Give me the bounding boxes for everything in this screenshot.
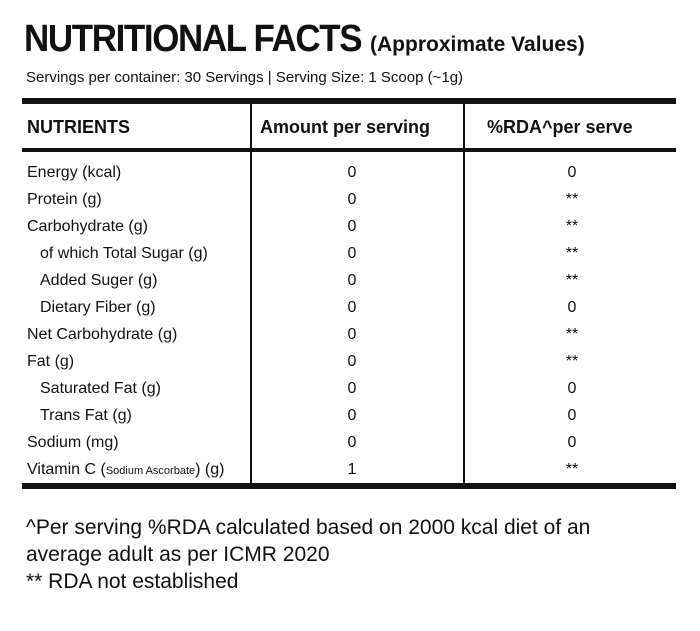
rda-value: 0: [567, 434, 577, 451]
table-row: Added Suger (g) 0 **: [22, 269, 676, 296]
amount-value: 0: [347, 380, 357, 397]
column-divider: [250, 152, 252, 483]
column-header-rda: %RDA^per serve: [487, 117, 633, 137]
amount-value: 0: [347, 353, 357, 370]
footnote-rda-basis-cont: average adult as per ICMR 2020: [26, 543, 330, 566]
table-row: Trans Fat (g) 0 0: [22, 404, 676, 431]
amount-value: 0: [347, 191, 357, 208]
nutrition-table: NUTRIENTS Amount per serving %RDA^per se…: [22, 98, 676, 489]
amount-value: 0: [347, 434, 357, 451]
table-row: of which Total Sugar (g) 0 **: [22, 242, 676, 269]
rda-value: **: [565, 245, 579, 262]
rda-value: 0: [567, 164, 577, 181]
table-row: Sodium (mg) 0 0: [22, 431, 676, 458]
nutrient-name: Saturated Fat (g): [40, 380, 161, 397]
table-body: Energy (kcal) 0 0 Protein (g) 0 ** Carbo…: [22, 152, 676, 483]
rda-value: **: [565, 353, 579, 370]
table-row: Carbohydrate (g) 0 **: [22, 215, 676, 242]
table-header-rule: [22, 148, 676, 152]
page-subtitle: (Approximate Values): [370, 33, 585, 56]
nutrient-name: of which Total Sugar (g): [40, 245, 208, 262]
amount-value: 0: [347, 164, 357, 181]
rda-value: 0: [567, 407, 577, 424]
footnote-not-established: ** RDA not established: [26, 570, 239, 593]
nutrient-name: Vitamin C (Sodium Ascorbate) (g): [27, 461, 224, 479]
column-header-amount: Amount per serving: [260, 117, 431, 137]
nutrient-name-part: Vitamin C (: [27, 461, 106, 478]
nutrient-name: Energy (kcal): [27, 164, 122, 181]
column-divider: [463, 104, 465, 148]
table-top-rule: [22, 98, 676, 104]
nutrient-name: Net Carbohydrate (g): [27, 326, 178, 343]
table-row: Dietary Fiber (g) 0 0: [22, 296, 676, 323]
table-row: Vitamin C (Sodium Ascorbate) (g) 1 **: [22, 458, 676, 485]
footnote-rda-basis: ^Per serving %RDA calculated based on 20…: [26, 516, 591, 539]
table-header: NUTRIENTS Amount per serving %RDA^per se…: [22, 104, 676, 148]
nutrient-name: Dietary Fiber (g): [40, 299, 156, 316]
page-title: NUTRITIONAL FACTS: [24, 18, 363, 60]
nutrient-name-note: Sodium Ascorbate: [105, 465, 196, 477]
amount-value: 0: [347, 272, 357, 289]
rda-value: **: [565, 191, 579, 208]
servings-info: Servings per container: 30 Servings | Se…: [26, 69, 464, 86]
nutrient-name: Trans Fat (g): [40, 407, 132, 424]
table-row: Net Carbohydrate (g) 0 **: [22, 323, 676, 350]
table-row: Saturated Fat (g) 0 0: [22, 377, 676, 404]
table-row: Protein (g) 0 **: [22, 188, 676, 215]
column-header-nutrients: NUTRIENTS: [27, 117, 130, 137]
footnotes: ^Per serving %RDA calculated based on 20…: [26, 514, 590, 595]
amount-value: 0: [347, 407, 357, 424]
amount-value: 0: [347, 218, 357, 235]
amount-value: 1: [347, 461, 357, 478]
amount-value: 0: [347, 245, 357, 262]
column-divider: [463, 152, 465, 483]
rda-value: **: [565, 461, 579, 478]
nutrient-name-part: ) (g): [195, 461, 225, 478]
amount-value: 0: [347, 299, 357, 316]
table-bottom-rule: [22, 483, 676, 489]
rda-value: 0: [567, 299, 577, 316]
nutrient-name: Fat (g): [27, 353, 75, 370]
table-row: Energy (kcal) 0 0: [22, 161, 676, 188]
nutrient-name: Carbohydrate (g): [27, 218, 148, 235]
rda-value: **: [565, 326, 579, 343]
amount-value: 0: [347, 326, 357, 343]
nutrient-name: Added Suger (g): [40, 272, 158, 289]
table-row: Fat (g) 0 **: [22, 350, 676, 377]
nutrient-name: Protein (g): [27, 191, 102, 208]
rda-value: 0: [567, 380, 577, 397]
column-divider: [250, 104, 252, 148]
title-row: NUTRITIONAL FACTS: [24, 18, 390, 61]
nutrient-name: Sodium (mg): [27, 434, 119, 451]
rda-value: **: [565, 272, 579, 289]
rda-value: **: [565, 218, 579, 235]
